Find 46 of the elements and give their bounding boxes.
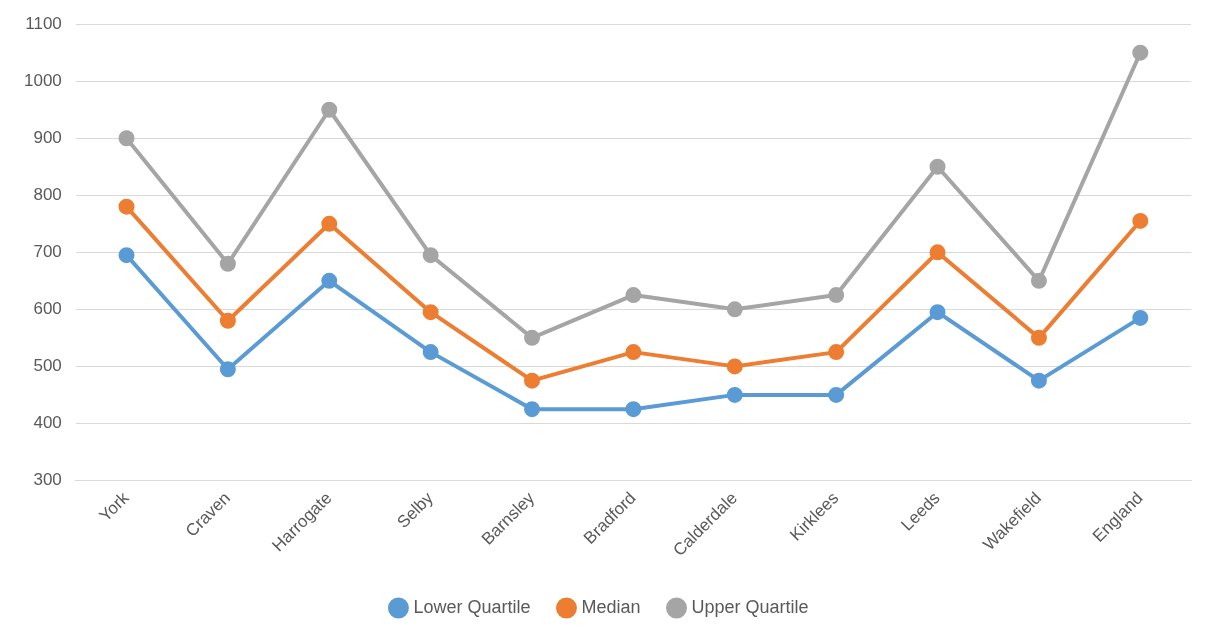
point <box>219 255 236 272</box>
y-tick-label: 700 <box>33 242 62 262</box>
point <box>524 401 541 418</box>
point <box>929 304 946 321</box>
point <box>929 244 946 261</box>
point <box>625 344 642 361</box>
y-tick-label: 500 <box>33 356 62 376</box>
point <box>422 344 439 361</box>
point <box>321 101 338 118</box>
y-tick-label: 300 <box>33 470 62 490</box>
y-tick-label: 400 <box>33 413 62 433</box>
point <box>321 272 338 289</box>
point <box>828 287 845 304</box>
point <box>929 158 946 175</box>
point <box>219 361 236 378</box>
point <box>1132 212 1149 229</box>
y-tick-label: 900 <box>33 127 62 147</box>
point <box>1132 309 1149 326</box>
point <box>625 287 642 304</box>
point <box>524 372 541 389</box>
point <box>726 301 743 318</box>
x-tick-label: York <box>95 488 133 526</box>
y-tick-label: 600 <box>33 299 62 319</box>
point <box>524 329 541 346</box>
point <box>422 247 439 264</box>
point <box>118 130 135 147</box>
point <box>1030 272 1047 289</box>
point <box>1030 372 1047 389</box>
point <box>422 304 439 321</box>
legend-label: Upper Quartile <box>691 596 809 617</box>
point <box>219 312 236 329</box>
point <box>828 386 845 403</box>
point <box>118 247 135 264</box>
y-tick-label: 1100 <box>25 13 62 33</box>
legend-label: Median <box>581 596 641 617</box>
point <box>1132 44 1149 61</box>
point <box>118 198 135 215</box>
y-tick-label: 800 <box>33 184 62 204</box>
point <box>321 215 338 232</box>
point <box>828 344 845 361</box>
y-tick-label: 1000 <box>23 70 62 90</box>
point <box>625 401 642 418</box>
legend-label: Lower Quartile <box>413 596 531 617</box>
point <box>1030 329 1047 346</box>
point <box>726 386 743 403</box>
point <box>726 358 743 375</box>
